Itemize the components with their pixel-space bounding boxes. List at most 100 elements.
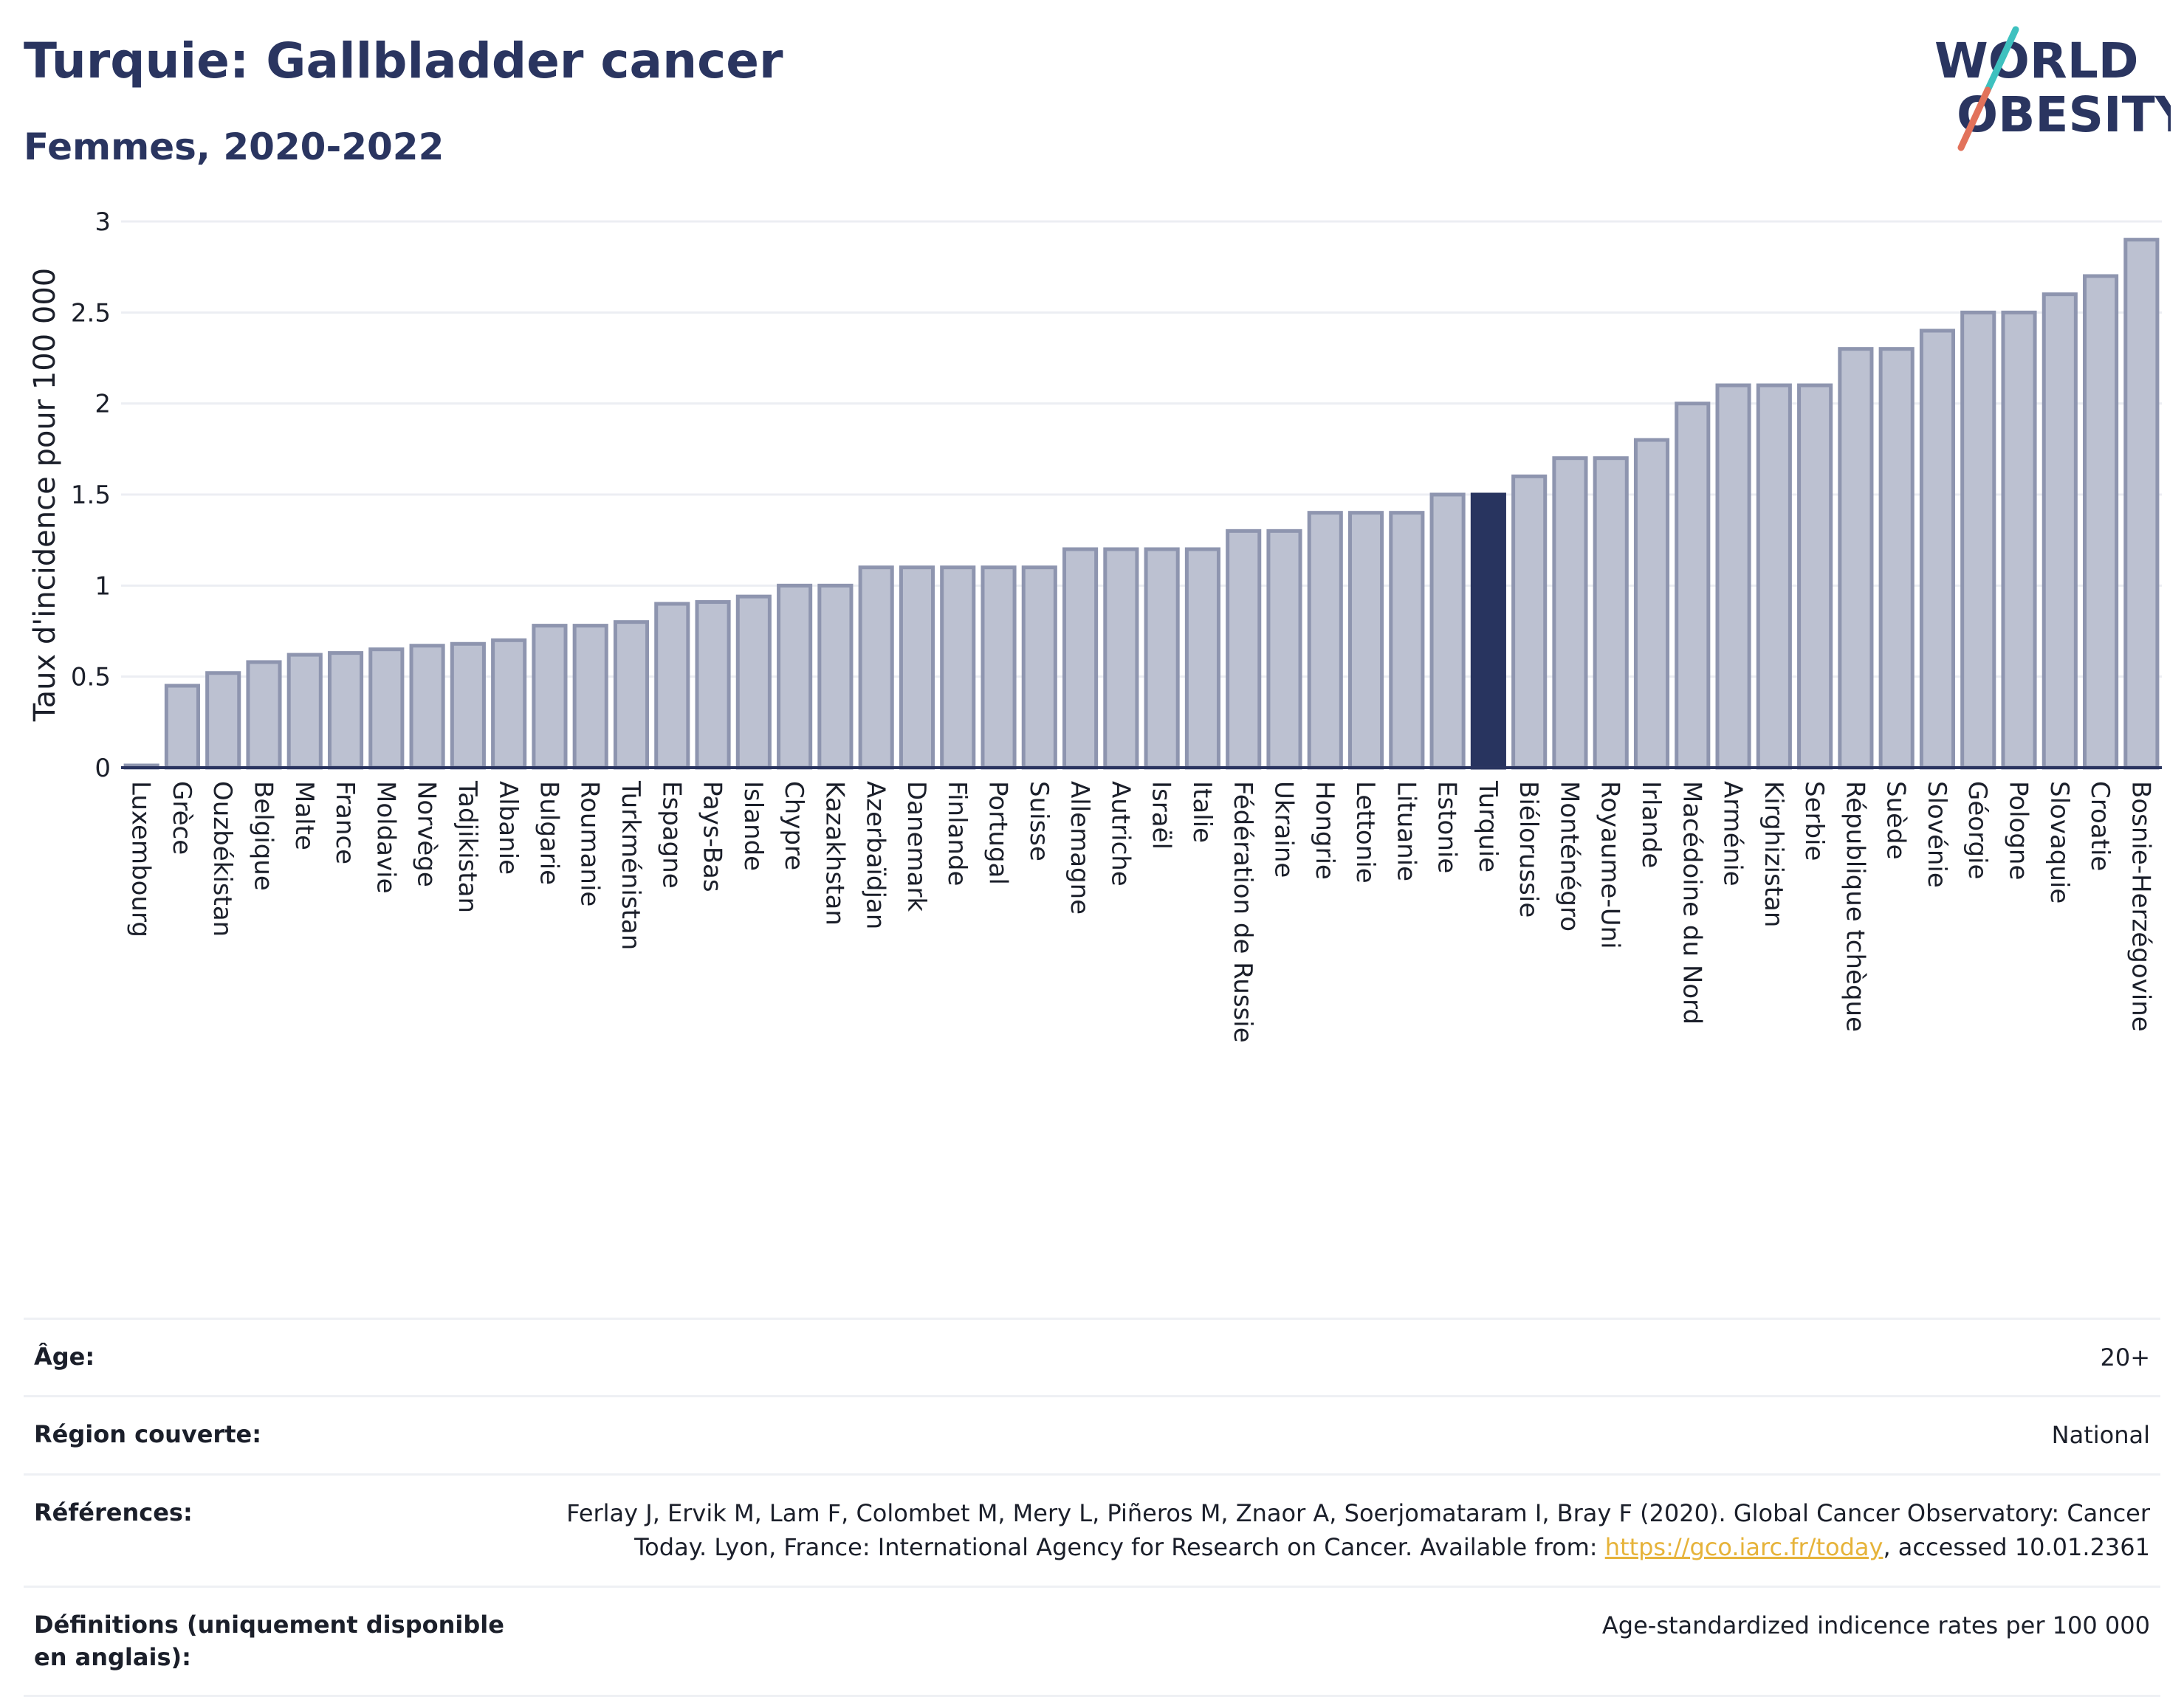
x-tick-label: Autriche (1105, 781, 1135, 887)
x-tick-label: Malte (289, 781, 319, 850)
age-label: Âge: (34, 1343, 95, 1371)
bar-6 (327, 651, 364, 770)
bar-20 (899, 565, 935, 770)
bar-5 (286, 653, 323, 770)
bar-27 (1184, 547, 1220, 770)
references-accessed: , accessed 10.01.2361 (1883, 1533, 2150, 1562)
x-tick-label: Finlande (942, 781, 972, 886)
x-tick-label: Kazakhstan (820, 781, 849, 926)
bar-42 (1797, 383, 1833, 770)
x-tick-label: Moldavie (371, 781, 400, 894)
x-tick-label: Israël (1147, 781, 1176, 850)
info-table: Âge: 20+ Région couverte: National Référ… (24, 1318, 2160, 1697)
bar-14 (654, 602, 690, 770)
page-subtitle: Femmes, 2020-2022 (24, 125, 444, 168)
x-tick-label: Arménie (1718, 781, 1748, 887)
x-tick-label: Lituanie (1391, 781, 1421, 881)
logo-text-world: WORLD (1934, 32, 2139, 89)
bar-30 (1307, 511, 1343, 770)
bar-32 (1389, 511, 1425, 770)
x-tick-label: Irlande (1636, 781, 1666, 868)
x-tick-label: Bosnie-Herzégovine (2126, 781, 2155, 1032)
y-tick-label: 1 (95, 571, 111, 601)
x-tick-label: Monténégro (1554, 781, 1584, 932)
definitions-value: Age-standardized indicence rates per 100… (1601, 1611, 2150, 1639)
x-tick-label: Fédération de Russie (1228, 781, 1257, 1043)
info-row-age: Âge: 20+ (24, 1318, 2160, 1395)
x-tick-label: Islande (738, 781, 768, 871)
x-tick-label: Belgique (248, 781, 278, 891)
axes: 0 0.5 1 1.5 2 2.5 3 Taux d'incidence pour 100 0… (28, 207, 2162, 1043)
bar-4 (246, 660, 282, 770)
info-row-region: Région couverte: National (24, 1395, 2160, 1473)
references-link[interactable]: https://gco.iarc.fr/today (1604, 1533, 1883, 1562)
bar-35 (1511, 474, 1548, 770)
y-tick-label: 0.5 (71, 663, 111, 692)
x-tick-label: Luxembourg (126, 781, 156, 937)
x-tick-label: Royaume-Uni (1596, 781, 1625, 949)
x-tick-label: Roumanie (575, 781, 605, 906)
x-tick-label: Albanie (493, 781, 523, 875)
bar-22 (981, 565, 1017, 770)
bar-16 (735, 594, 772, 770)
x-tick-label: Danemark (902, 781, 931, 912)
bar-15 (695, 600, 731, 770)
x-tick-label: Kirghizistan (1759, 781, 1788, 927)
x-tick-label: Lettonie (1350, 781, 1380, 884)
bar-40 (1715, 383, 1751, 770)
bar-28 (1226, 529, 1262, 770)
x-tick-label: Estonie (1432, 781, 1462, 873)
info-row-references: Références: Ferlay J, Ervik M, Lam F, Co… (24, 1473, 2160, 1586)
x-tick-label: Ouzbékistan (207, 781, 237, 937)
x-tick-label: Chypre (779, 781, 808, 870)
bar-2 (164, 684, 200, 770)
x-tick-label: Pays-Bas (698, 781, 727, 892)
bar-46 (1960, 310, 1996, 770)
bar-13 (613, 620, 650, 770)
bar-29 (1266, 529, 1302, 770)
x-tick-label: Turkménistan (616, 780, 645, 950)
x-tick-label: Tadjikistan (453, 780, 482, 913)
x-tick-label: Grèce (167, 781, 196, 855)
x-tick-label: Norvège (412, 781, 442, 887)
y-tick-label: 0 (95, 754, 111, 783)
bar-50 (2123, 238, 2160, 770)
x-tick-label: Croatie (2085, 781, 2115, 871)
region-label: Région couverte: (34, 1420, 261, 1449)
x-tick-label: Suisse (1024, 781, 1054, 861)
logo-slash-teal (1984, 26, 2019, 94)
logo-text-obesity: OBESITY (1957, 86, 2171, 143)
logo-slash-coral (1957, 86, 1991, 151)
bar-12 (572, 624, 608, 770)
bar-47 (2001, 310, 2037, 770)
x-tick-label: France (330, 781, 360, 864)
bar-18 (817, 583, 854, 770)
bar-10 (491, 638, 527, 770)
bar-31 (1347, 511, 1384, 770)
x-tick-label: Macédoine du Nord (1677, 781, 1706, 1025)
x-tick-label: Hongrie (1310, 781, 1339, 880)
bar-9 (450, 641, 486, 770)
info-row-definitions: Définitions (uniquement disponible en an… (24, 1585, 2160, 1697)
x-tick-label: Slovénie (1922, 781, 1951, 888)
x-tick-label: Suède (1881, 781, 1911, 860)
bar-25 (1103, 547, 1139, 770)
bar-38 (1633, 438, 1670, 770)
bar-33 (1429, 492, 1466, 770)
x-tick-label: Portugal (983, 781, 1013, 885)
y-tick-label: 3 (95, 207, 111, 237)
y-tick-label: 2.5 (71, 298, 111, 328)
y-tick-label: 2 (95, 390, 111, 419)
bar-45 (1919, 328, 1956, 770)
bar-8 (409, 644, 445, 770)
bar-48 (2042, 292, 2078, 770)
bar-11 (532, 624, 568, 770)
x-tick-label: République tchèque (1840, 781, 1869, 1032)
y-tick-label: 1.5 (71, 481, 111, 510)
world-obesity-logo: WORLD OBESITY (1934, 26, 2171, 151)
x-tick-label: Serbie (1799, 781, 1829, 861)
bar-19 (858, 565, 894, 770)
x-tick-label: Slovaquie (2044, 781, 2074, 903)
x-tick-label: Allemagne (1065, 781, 1094, 915)
bar-44 (1878, 347, 1915, 770)
